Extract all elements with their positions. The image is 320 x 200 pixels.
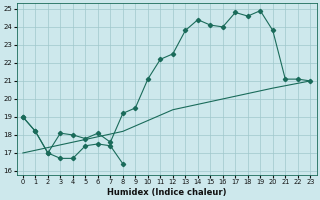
X-axis label: Humidex (Indice chaleur): Humidex (Indice chaleur) <box>107 188 226 197</box>
